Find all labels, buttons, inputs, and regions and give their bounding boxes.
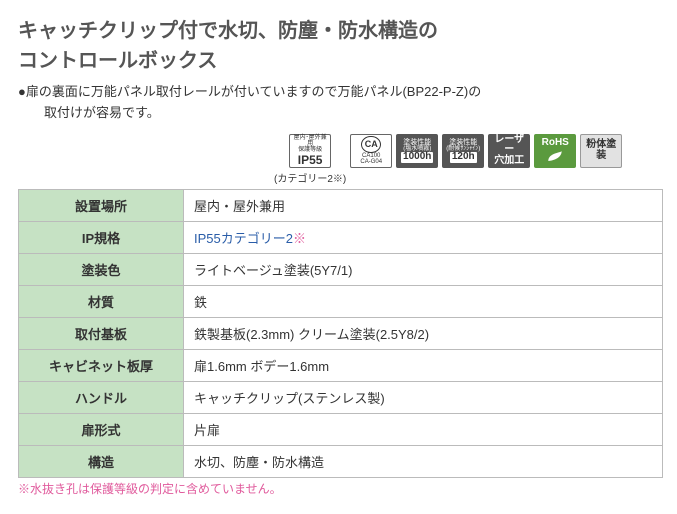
spec-link[interactable]: IP55カテゴリー2 — [194, 231, 293, 246]
badge-laser-1: レーザー — [490, 135, 528, 156]
table-row-label: IP規格 — [19, 221, 184, 253]
table-row-label: 構造 — [19, 445, 184, 477]
badge-ip55-caption: (カテゴリー2※) — [274, 170, 346, 185]
badge-rohs: RoHS — [534, 134, 576, 168]
table-row-value: 扉1.6mm ボデー1.6mm — [184, 349, 663, 381]
badge-laser-2: 穴加工 — [494, 156, 524, 167]
table-row: 塗装色ライトベージュ塗装(5Y7/1) — [19, 253, 663, 285]
footnote-star: ※ — [18, 482, 30, 496]
description-line-2: 取付けが容易です。 — [18, 103, 659, 124]
table-row-label: 取付基板 — [19, 317, 184, 349]
table-row: 扉形式片扉 — [19, 413, 663, 445]
title-line-2: コントロールボックス — [18, 50, 217, 72]
table-row-label: 設置場所 — [19, 189, 184, 221]
badge-ip55: 屋内･屋外兼用 保護等級 IP55 (カテゴリー2※) — [274, 134, 346, 185]
table-row: 取付基板鉄製基板(2.3mm) クリーム塗装(2.5Y8/2) — [19, 317, 663, 349]
table-row: キャビネット板厚扉1.6mm ボデー1.6mm — [19, 349, 663, 381]
page-title: キャッチクリップ付で水切、防塵・防水構造の コントロールボックス — [18, 16, 659, 76]
badge-paint-1000h: 塗装性能 (塩水噴霧) 1000h — [396, 134, 438, 168]
badge-ip55-top: 屋内･屋外兼用 — [291, 135, 329, 148]
table-row-value: 屋内・屋外兼用 — [184, 189, 663, 221]
badge-paint1-top: 塗装性能 — [403, 139, 431, 146]
badge-rohs-label: RoHS — [542, 138, 569, 149]
badge-paint-120h: 塗装性能 (耐候ｻﾝｼｬｲﾝ) 120h — [442, 134, 484, 168]
badge-powder: 粉体塗装 — [580, 134, 622, 168]
description-bullet: ●扉の裏面に万能パネル取付レールが付いていますので万能パネル(BP22-P-Z)… — [18, 82, 659, 103]
spec-table: 設置場所屋内・屋外兼用IP規格IP55カテゴリー2※塗装色ライトベージュ塗装(5… — [18, 189, 663, 478]
note-star: ※ — [293, 231, 306, 246]
table-row: 構造水切、防塵・防水構造 — [19, 445, 663, 477]
table-row-value: キャッチクリップ(ステンレス製) — [184, 381, 663, 413]
badge-paint1-big: 1000h — [401, 152, 433, 163]
badge-ca-circle: CA — [361, 136, 381, 153]
leaf-icon — [545, 149, 565, 163]
badge-ca: CA CA100 CA-G04 — [350, 134, 392, 168]
badge-ca-sub: CA100 CA-G04 — [360, 153, 382, 166]
table-row-value: ライトベージュ塗装(5Y7/1) — [184, 253, 663, 285]
badge-row: 屋内･屋外兼用 保護等級 IP55 (カテゴリー2※) CA CA100 CA-… — [274, 134, 659, 185]
table-row: 設置場所屋内・屋外兼用 — [19, 189, 663, 221]
table-row-value: 鉄 — [184, 285, 663, 317]
title-line-1: キャッチクリップ付で水切、防塵・防水構造の — [18, 20, 438, 42]
badge-paint2-top: 塗装性能 — [449, 139, 477, 146]
footnote: ※水抜き孔は保護等級の判定に含めていません。 — [18, 480, 659, 497]
table-row-label: 材質 — [19, 285, 184, 317]
table-row-label: ハンドル — [19, 381, 184, 413]
table-row-value: 片扉 — [184, 413, 663, 445]
table-row: ハンドルキャッチクリップ(ステンレス製) — [19, 381, 663, 413]
badge-powder-label: 粉体塗装 — [582, 140, 620, 161]
table-row-value: 水切、防塵・防水構造 — [184, 445, 663, 477]
badge-ip55-big: IP55 — [298, 154, 323, 167]
table-row-label: 扉形式 — [19, 413, 184, 445]
badge-laser: レーザー 穴加工 — [488, 134, 530, 168]
table-row: IP規格IP55カテゴリー2※ — [19, 221, 663, 253]
table-row-label: キャビネット板厚 — [19, 349, 184, 381]
table-row-value: 鉄製基板(2.3mm) クリーム塗装(2.5Y8/2) — [184, 317, 663, 349]
table-row-label: 塗装色 — [19, 253, 184, 285]
spec-table-body: 設置場所屋内・屋外兼用IP規格IP55カテゴリー2※塗装色ライトベージュ塗装(5… — [19, 189, 663, 477]
badge-paint2-big: 120h — [450, 152, 477, 163]
description: ●扉の裏面に万能パネル取付レールが付いていますので万能パネル(BP22-P-Z)… — [18, 82, 659, 124]
table-row: 材質鉄 — [19, 285, 663, 317]
table-row-value: IP55カテゴリー2※ — [184, 221, 663, 253]
footnote-text: 水抜き孔は保護等級の判定に含めていません。 — [30, 482, 282, 496]
